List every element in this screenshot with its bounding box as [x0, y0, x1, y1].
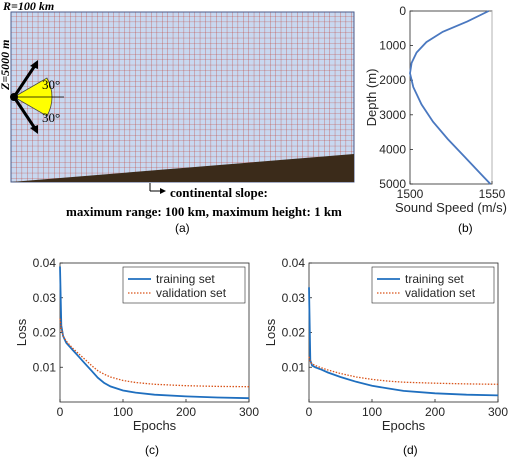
x-axis-label: Epochs: [382, 418, 426, 433]
y-axis-label: Loss: [14, 318, 29, 346]
legend-box: [122, 266, 246, 304]
chart-c: 0 100 200 300 0.01 0.02 0.03 0.04 Epochs Loss trai…: [14, 256, 259, 433]
legend-label: training set: [156, 272, 215, 286]
y-tick-label: 0.02: [33, 326, 57, 340]
y-tick-label: 0.03: [282, 291, 306, 305]
x-tick-label: 0: [306, 405, 313, 419]
y-tick-label: 0.01: [33, 360, 57, 374]
y-tick-label: 0.04: [33, 256, 57, 270]
y-tick-label: 5000: [379, 177, 406, 191]
caption-d: (d): [403, 443, 418, 457]
x-tick-label: 100: [362, 405, 382, 419]
beam-edge-lower: [12, 96, 38, 131]
x-tick-label: 0: [57, 405, 64, 419]
chart-b: 1500 1550 0 1000 2000 3000 4000 5000 Sound Speed…: [364, 4, 507, 215]
series-line-training-set: [308, 287, 499, 397]
source-point: [10, 93, 18, 101]
ocean-grid: [10, 11, 355, 183]
panel-b: 1500 1550 0 1000 2000 3000 4000 5000 Sound Speed…: [364, 4, 507, 235]
caption-c: (c): [145, 443, 159, 457]
x-tick-label: 300: [239, 405, 259, 419]
y-tick-label: 0: [399, 4, 406, 18]
y-tick-label: 3000: [379, 108, 406, 122]
panel-c: 0 100 200 300 0.01 0.02 0.03 0.04 Epochs Loss trai…: [14, 256, 259, 457]
y-tick-label: 0.02: [282, 326, 306, 340]
series-line-training-set: [59, 266, 250, 400]
legend-label: training set: [405, 272, 464, 286]
y-axis-label: Depth (m): [364, 69, 379, 127]
slope-line2: maximum range: 100 km, maximum height: 1…: [66, 204, 342, 219]
y-tick-label: 1000: [379, 39, 406, 53]
range-label: R=100 km: [2, 0, 54, 13]
caption-a: (a): [175, 221, 190, 235]
legend-box: [371, 266, 495, 304]
legend-label: validation set: [156, 286, 227, 300]
series-line-0: [409, 10, 492, 185]
x-tick-label: 200: [425, 405, 445, 419]
y-axis-label: Loss: [263, 318, 278, 346]
legend-label: validation set: [405, 286, 476, 300]
x-tick-label: 1500: [397, 187, 424, 201]
x-tick-label: 100: [113, 405, 133, 419]
arrow-up-icon: [30, 60, 38, 69]
panel-a: R=100 km Z=5000 m 30° 30° continental sl…: [0, 0, 355, 235]
series-line-validation-set: [59, 318, 250, 388]
panel-d: 0 100 200 300 0.01 0.02 0.03 0.04 Epochs Loss trai…: [263, 256, 508, 457]
x-tick-label: 300: [488, 405, 508, 419]
arrow-right-icon: [160, 188, 166, 194]
x-axis-label: Sound Speed (m/s): [395, 200, 507, 215]
angle-up-label: 30°: [42, 77, 60, 92]
y-tick-label: 0.01: [282, 360, 306, 374]
y-tick-label: 4000: [379, 142, 406, 156]
x-axis-label: Epochs: [133, 418, 177, 433]
beam-edge-upper: [12, 63, 38, 98]
y-tick-label: 0.03: [33, 291, 57, 305]
x-tick-label: 200: [176, 405, 196, 419]
depth-label: Z=5000 m: [0, 39, 12, 91]
series-line-validation-set: [308, 356, 499, 385]
caption-b: (b): [458, 221, 473, 235]
y-tick-label: 2000: [379, 73, 406, 87]
chart-d: 0 100 200 300 0.01 0.02 0.03 0.04 Epochs Loss trai…: [263, 256, 508, 433]
slope-line1: continental slope:: [170, 185, 268, 200]
plot-area: [409, 10, 493, 185]
arrow-down-icon: [30, 125, 38, 134]
continental-slope: [11, 154, 354, 182]
y-tick-label: 0.04: [282, 256, 306, 270]
angle-down-label: 30°: [42, 110, 60, 125]
x-tick-label: 1550: [479, 187, 506, 201]
